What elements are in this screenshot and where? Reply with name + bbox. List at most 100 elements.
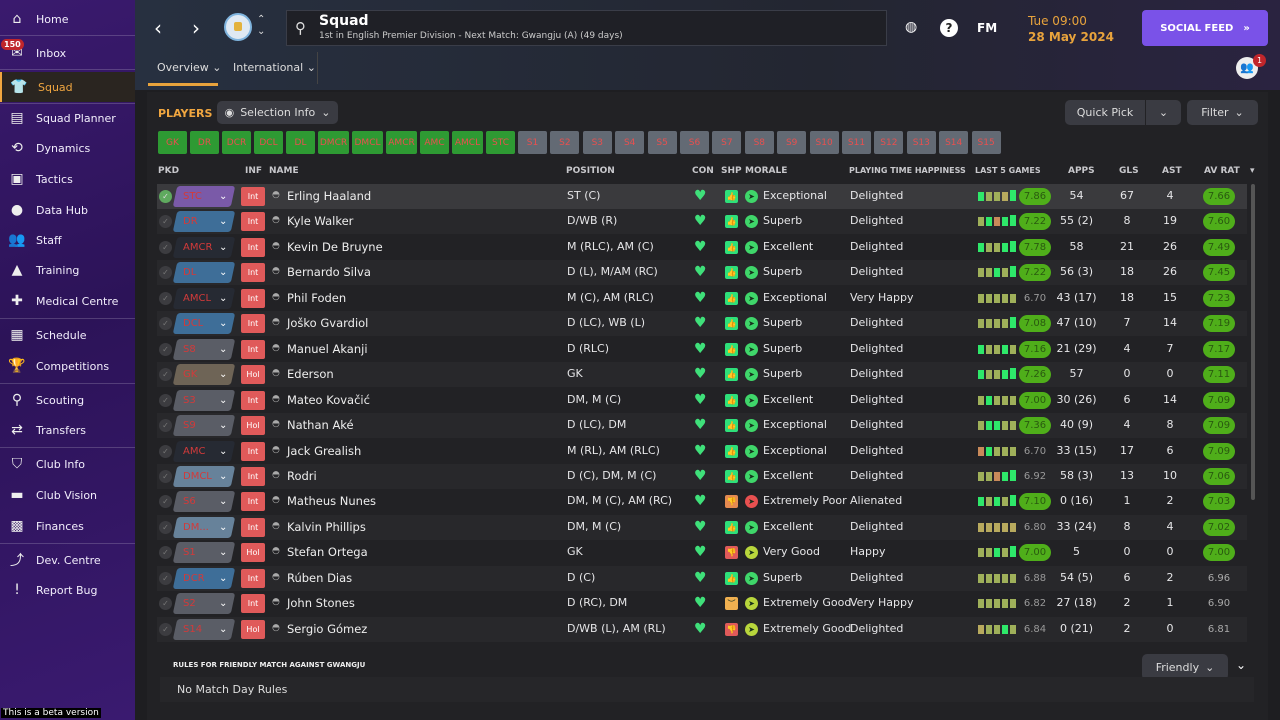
fm-button[interactable]: FM <box>977 21 998 35</box>
player-name[interactable]: Manuel Akanji <box>287 341 368 356</box>
player-name[interactable]: Rodri <box>287 468 317 483</box>
picked-checkbox[interactable]: ✓ <box>159 266 172 280</box>
game-date[interactable]: Tue 09:00 28 May 2024 <box>1028 14 1114 44</box>
player-name[interactable]: Kyle Walker <box>287 214 354 229</box>
table-row[interactable]: ✓ S2 ⌄ Int ◓ John Stones D (RC), DM ♥ ︶ ➤ Extremel… <box>157 591 1247 616</box>
picked-checkbox[interactable]: ✓ <box>159 597 172 611</box>
position-slot-s8[interactable]: S8 <box>744 131 774 154</box>
position-slot-s5[interactable]: S5 <box>647 131 677 154</box>
quick-pick-button[interactable]: Quick Pick <box>1065 100 1145 125</box>
search-bar[interactable]: ⚲ Squad 1st in English Premier Division … <box>286 10 887 46</box>
player-name[interactable]: John Stones <box>287 596 355 611</box>
player-name[interactable]: Nathan Aké <box>287 418 354 433</box>
position-slot-amcl[interactable]: AMCL <box>452 131 483 154</box>
table-row[interactable]: ✓ S9 ⌄ Hol ◓ Nathan Aké D (LC), DM ♥ 👍 ➤ Exception… <box>157 413 1247 439</box>
col-inf[interactable]: INF <box>245 166 263 176</box>
sort-arrow-icon[interactable]: ▾ <box>1250 166 1255 176</box>
position-slot-gk[interactable]: GK <box>158 131 187 154</box>
sidebar-item-home[interactable]: ⌂ Home <box>0 4 135 34</box>
table-row[interactable]: ✓ DMCL ⌄ Int ◓ Rodri D (C), DM, M (C) ♥ 👍 ➤ Excell… <box>157 463 1247 489</box>
picked-position-dropdown[interactable]: GK ⌄ <box>172 364 236 386</box>
position-slot-s10[interactable]: S10 <box>809 131 839 154</box>
table-row[interactable]: ✓ S8 ⌄ Int ◓ Manuel Akanji D (RLC) ♥ 👍 ➤ Superb Del… <box>157 337 1247 362</box>
picked-position-dropdown[interactable]: S1 ⌄ <box>172 542 236 564</box>
picked-checkbox[interactable]: ✓ <box>159 419 172 433</box>
selection-info-button[interactable]: ◉ Selection Info ⌄ <box>217 101 338 124</box>
picked-position-dropdown[interactable]: S9 ⌄ <box>172 415 236 437</box>
position-slot-dl[interactable]: DL <box>286 131 315 154</box>
sidebar-item-competitions[interactable]: 🏆 Competitions <box>0 351 135 381</box>
sidebar-item-training[interactable]: ▲ Training <box>0 255 135 285</box>
sidebar-item-scouting[interactable]: ⚲ Scouting <box>0 385 135 415</box>
col-apps[interactable]: APPS <box>1068 166 1095 176</box>
position-slot-amcr[interactable]: AMCR <box>386 131 417 154</box>
sidebar-item-club-info[interactable]: ⛉ Club Info <box>0 449 135 479</box>
position-slot-amc[interactable]: AMC <box>420 131 449 154</box>
position-slot-s6[interactable]: S6 <box>680 131 709 154</box>
manager-avatar[interactable]: 👥 <box>1236 57 1258 79</box>
picked-checkbox[interactable]: ✓ <box>159 622 172 636</box>
sidebar-item-staff[interactable]: 👥 Staff <box>0 225 135 255</box>
table-row[interactable]: ✓ S3 ⌄ Int ◓ Mateo Kovačić DM, M (C) ♥ 👍 ➤ Excelle… <box>157 388 1247 413</box>
player-name[interactable]: Rúben Dias <box>287 570 353 585</box>
picked-checkbox[interactable]: ✓ <box>159 495 172 509</box>
table-row[interactable]: ✓ DM... ⌄ Int ◓ Kalvin Phillips DM, M (C) ♥ 👍 ➤ Ex… <box>157 514 1247 540</box>
col-morale[interactable]: MORALE <box>745 166 788 176</box>
quick-pick-dropdown[interactable]: ⌄ <box>1146 100 1181 125</box>
sidebar-item-schedule[interactable]: ▦ Schedule <box>0 320 135 350</box>
player-name[interactable]: Erling Haaland <box>287 189 372 203</box>
position-slot-s9[interactable]: S9 <box>777 131 807 154</box>
picked-position-dropdown[interactable]: S14 ⌄ <box>172 618 236 640</box>
col-pkd[interactable]: PKD <box>158 166 180 176</box>
position-slot-dcr[interactable]: DCR <box>222 131 251 154</box>
sidebar-item-squad[interactable]: 👕 Squad <box>0 72 135 102</box>
position-slot-dr[interactable]: DR <box>190 131 219 154</box>
sidebar-item-dynamics[interactable]: ⟲ Dynamics <box>0 133 135 163</box>
table-row[interactable]: ✓ AMCL ⌄ Int ◓ Phil Foden M (C), AM (RLC) ♥ 👍 ➤ Ex… <box>157 286 1247 311</box>
club-switch-arrows[interactable]: ⌃ ⌄ <box>257 14 266 37</box>
picked-checkbox[interactable]: ✓ <box>159 317 172 331</box>
social-feed-button[interactable]: SOCIAL FEED » <box>1142 10 1268 46</box>
table-row[interactable]: ✓ S1 ⌄ Hol ◓ Stefan Ortega GK ♥ 👎 ➤ Very Good Happy… <box>157 540 1247 565</box>
picked-checkbox[interactable]: ✓ <box>159 368 172 382</box>
position-slot-dmcr[interactable]: DMCR <box>318 131 349 154</box>
picked-position-dropdown[interactable]: STC ⌄ <box>172 186 236 207</box>
table-row[interactable]: ✓ STC ⌄ Int ◓ Erling Haaland ST (C) ♥ 👍 ➤ Exceptio… <box>157 184 1247 209</box>
position-slot-stc[interactable]: STC <box>486 131 515 154</box>
col-ast[interactable]: AST <box>1162 166 1182 176</box>
picked-position-dropdown[interactable]: AMC ⌄ <box>172 440 236 462</box>
sidebar-item-inbox[interactable]: ✉ Inbox <box>0 38 135 68</box>
filter-button[interactable]: Filter ⌄ <box>1187 100 1258 125</box>
scrollbar[interactable] <box>1251 184 1255 500</box>
col-last5[interactable]: LAST 5 GAMES <box>975 166 1041 175</box>
position-slot-s2[interactable]: S2 <box>550 131 580 154</box>
col-con[interactable]: CON <box>692 166 714 176</box>
sidebar-item-transfers[interactable]: ⇄ Transfers <box>0 415 135 445</box>
position-slot-s7[interactable]: S7 <box>712 131 742 154</box>
position-slot-s3[interactable]: S3 <box>582 131 612 154</box>
player-name[interactable]: Mateo Kovačić <box>287 392 370 407</box>
match-type-dropdown[interactable]: Friendly ⌄ <box>1142 654 1228 680</box>
sidebar-item-report-bug[interactable]: ! Report Bug <box>0 575 135 605</box>
picked-position-dropdown[interactable]: DCR ⌄ <box>172 567 236 589</box>
picked-position-dropdown[interactable]: S3 ⌄ <box>172 389 236 411</box>
sidebar-item-dev-centre[interactable]: ⤴ Dev. Centre <box>0 545 135 575</box>
picked-position-dropdown[interactable]: S2 ⌄ <box>172 593 236 615</box>
position-slot-s14[interactable]: S14 <box>939 131 969 154</box>
col-shp[interactable]: SHP <box>721 166 742 176</box>
table-row[interactable]: ✓ DR ⌄ Int ◓ Kyle Walker D/WB (R) ♥ 👍 ➤ Superb Deli… <box>157 209 1247 235</box>
picked-position-dropdown[interactable]: DCL ⌄ <box>172 313 236 335</box>
position-slot-s12[interactable]: S12 <box>874 131 904 154</box>
table-row[interactable]: ✓ DCL ⌄ Int ◓ Joško Gvardiol D (LC), WB (L) ♥ 👍 ➤… <box>157 311 1247 337</box>
player-name[interactable]: Stefan Ortega <box>287 545 368 560</box>
player-name[interactable]: Bernardo Silva <box>287 265 371 280</box>
back-button[interactable]: ‹ <box>154 16 162 40</box>
player-name[interactable]: Ederson <box>287 367 334 382</box>
picked-position-dropdown[interactable]: DL ⌄ <box>172 262 236 284</box>
col-avrat[interactable]: AV RAT <box>1204 166 1240 176</box>
tab-international[interactable]: International ⌄ <box>233 61 316 74</box>
sidebar-item-finances[interactable]: ▩ Finances <box>0 511 135 541</box>
forward-button[interactable]: › <box>192 16 200 40</box>
picked-position-dropdown[interactable]: S8 ⌄ <box>172 338 236 360</box>
position-slot-s1[interactable]: S1 <box>518 131 547 154</box>
